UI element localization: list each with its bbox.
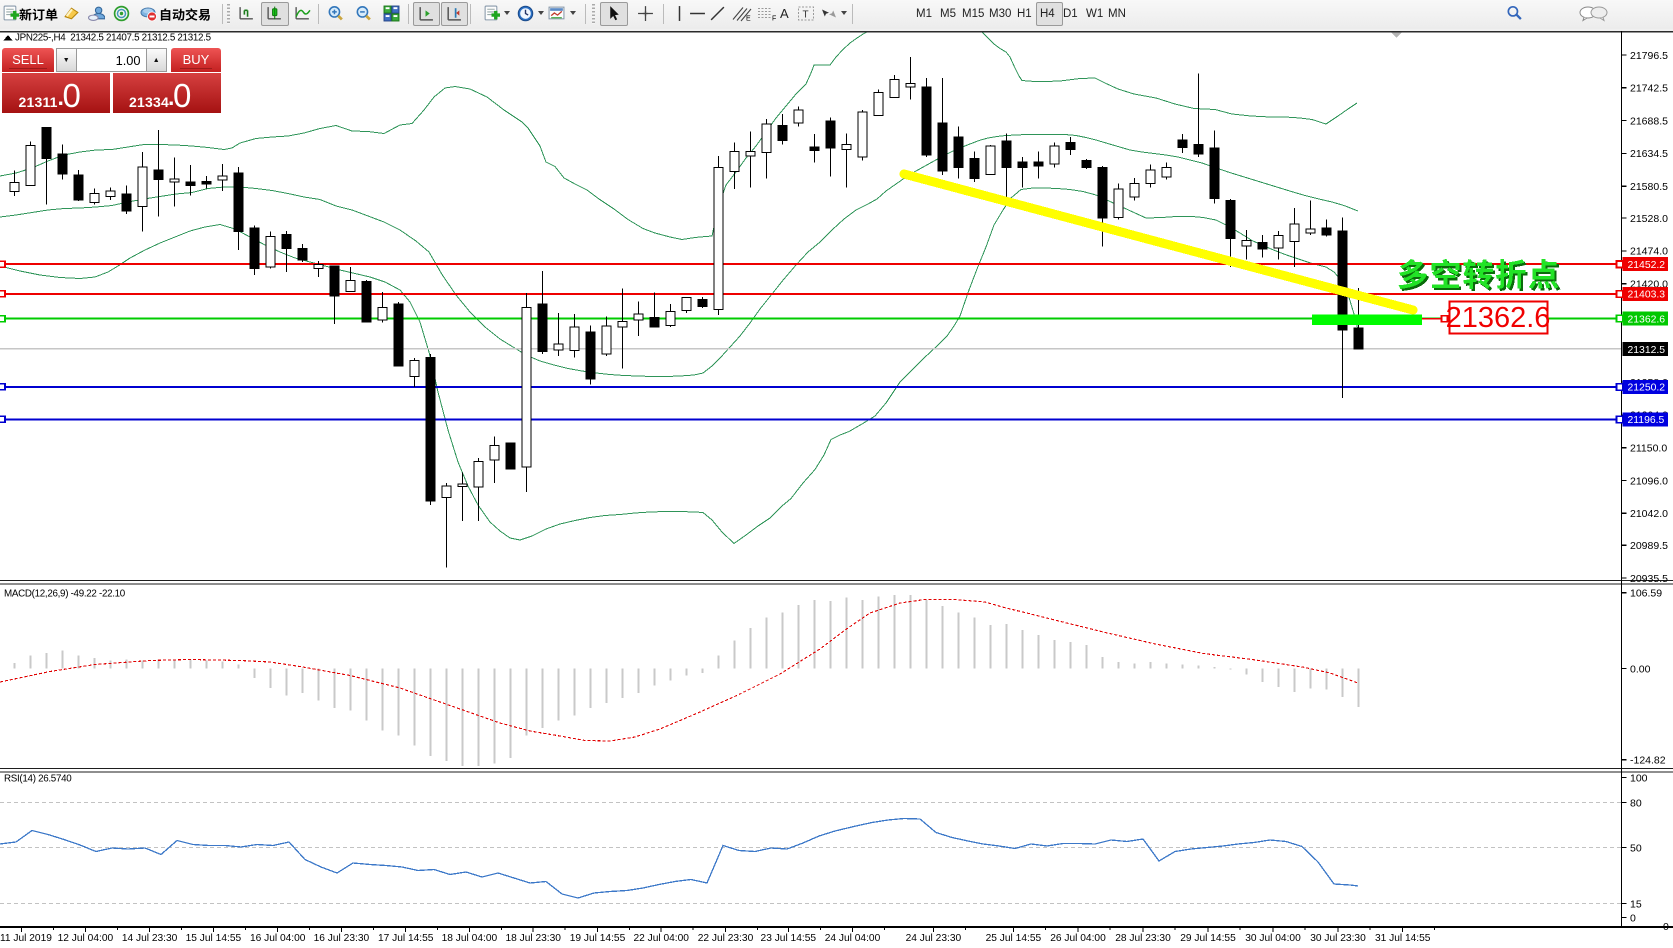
svg-text:106.59: 106.59 xyxy=(1630,588,1662,600)
svg-text:30 Jul 04:00: 30 Jul 04:00 xyxy=(1245,933,1301,944)
svg-text:30 Jul 23:30: 30 Jul 23:30 xyxy=(1310,933,1366,944)
svg-text:23 Jul 14:55: 23 Jul 14:55 xyxy=(761,933,817,944)
svg-text:31 Jul 14:55: 31 Jul 14:55 xyxy=(1375,933,1431,944)
svg-text:21096.0: 21096.0 xyxy=(1630,475,1668,487)
svg-text:-124.82: -124.82 xyxy=(1630,755,1666,767)
svg-text:100: 100 xyxy=(1630,772,1648,784)
svg-text:0.00: 0.00 xyxy=(1630,663,1651,675)
svg-text:21362.6: 21362.6 xyxy=(1446,302,1551,334)
svg-text:20989.5: 20989.5 xyxy=(1630,540,1668,552)
svg-text:RSI(14) 26.5740: RSI(14) 26.5740 xyxy=(4,774,72,785)
svg-text:16 Jul 04:00: 16 Jul 04:00 xyxy=(250,933,306,944)
svg-text:21528.0: 21528.0 xyxy=(1630,213,1668,225)
svg-text:15: 15 xyxy=(1630,898,1642,910)
svg-text:22 Jul 04:00: 22 Jul 04:00 xyxy=(633,933,689,944)
svg-text:50: 50 xyxy=(1630,842,1642,854)
svg-text:JPN225-,H4 21342.5 21407.5 21: JPN225-,H4 21342.5 21407.5 21312.5 21312… xyxy=(15,33,212,44)
svg-text:18 Jul 23:30: 18 Jul 23:30 xyxy=(505,933,561,944)
svg-text:F: F xyxy=(772,16,776,23)
svg-text:21580.5: 21580.5 xyxy=(1630,181,1668,193)
svg-text:21250.2: 21250.2 xyxy=(1628,383,1666,394)
svg-text:21403.3: 21403.3 xyxy=(1628,290,1666,301)
svg-text:17 Jul 14:55: 17 Jul 14:55 xyxy=(378,933,434,944)
svg-text:21634.5: 21634.5 xyxy=(1630,148,1668,160)
svg-text:25 Jul 14:55: 25 Jul 14:55 xyxy=(986,933,1042,944)
svg-text:28 Jul 23:30: 28 Jul 23:30 xyxy=(1115,933,1171,944)
svg-text:22 Jul 23:30: 22 Jul 23:30 xyxy=(698,933,754,944)
svg-text:21150.0: 21150.0 xyxy=(1630,442,1667,454)
svg-text:21362.6: 21362.6 xyxy=(1628,314,1666,325)
svg-text:11 Jul 2019: 11 Jul 2019 xyxy=(0,933,52,944)
svg-text:14 Jul 23:30: 14 Jul 23:30 xyxy=(122,933,178,944)
svg-text:24 Jul 23:30: 24 Jul 23:30 xyxy=(906,933,962,944)
svg-text:15 Jul 14:55: 15 Jul 14:55 xyxy=(186,933,242,944)
svg-text:20935.5: 20935.5 xyxy=(1630,573,1668,585)
svg-text:29 Jul 14:55: 29 Jul 14:55 xyxy=(1180,933,1236,944)
svg-text:19 Jul 14:55: 19 Jul 14:55 xyxy=(570,933,626,944)
svg-text:26 Jul 04:00: 26 Jul 04:00 xyxy=(1050,933,1106,944)
svg-text:24 Jul 04:00: 24 Jul 04:00 xyxy=(825,933,881,944)
svg-text:12 Jul 04:00: 12 Jul 04:00 xyxy=(58,933,114,944)
svg-text:E: E xyxy=(746,16,751,23)
svg-text:21742.5: 21742.5 xyxy=(1630,83,1668,95)
svg-text:MACD(12,26,9) -49.22 -22.10: MACD(12,26,9) -49.22 -22.10 xyxy=(4,589,126,600)
svg-text:80: 80 xyxy=(1630,797,1642,809)
svg-text:21796.5: 21796.5 xyxy=(1630,50,1668,62)
svg-text:18 Jul 04:00: 18 Jul 04:00 xyxy=(442,933,498,944)
svg-text:16 Jul 23:30: 16 Jul 23:30 xyxy=(314,933,370,944)
svg-text:0: 0 xyxy=(1630,912,1636,924)
svg-text:21474.0: 21474.0 xyxy=(1630,246,1668,258)
svg-text:0: 0 xyxy=(1663,921,1669,933)
svg-text:21196.5: 21196.5 xyxy=(1628,415,1665,426)
svg-text:21042.0: 21042.0 xyxy=(1630,508,1668,520)
svg-text:21688.5: 21688.5 xyxy=(1630,115,1668,127)
svg-text:21452.2: 21452.2 xyxy=(1628,260,1666,271)
svg-text:T: T xyxy=(803,10,809,21)
svg-text:21312.5: 21312.5 xyxy=(1628,345,1666,356)
